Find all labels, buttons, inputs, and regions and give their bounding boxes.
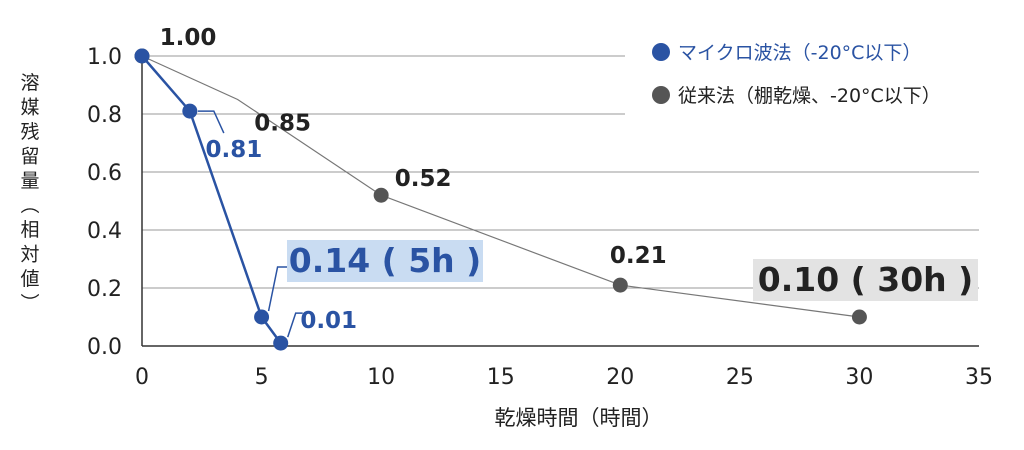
x-tick-label: 5 — [255, 365, 269, 390]
y-tick-label: 0.4 — [87, 219, 122, 244]
y-tick-label: 0.8 — [87, 103, 122, 128]
data-label: 0.52 — [395, 166, 452, 192]
legend-marker — [652, 86, 670, 104]
data-point — [273, 335, 289, 351]
callout-box — [287, 240, 483, 282]
data-point — [851, 309, 867, 325]
x-tick-label: 35 — [965, 365, 993, 390]
y-tick-label: 1.0 — [87, 45, 122, 70]
leader-line — [267, 266, 288, 312]
data-point — [254, 309, 270, 325]
x-tick-label: 25 — [726, 365, 754, 390]
legend-label: 従来法（棚乾燥、-20°C以下） — [678, 85, 941, 107]
x-tick-label: 10 — [367, 365, 395, 390]
y-axis-label-char: ） — [18, 293, 40, 312]
leader-line — [286, 312, 303, 338]
x-tick-label: 0 — [135, 365, 149, 390]
y-tick-labels: 0.0 0.2 0.4 0.6 0.8 1.0 — [87, 45, 122, 360]
data-point — [373, 187, 389, 203]
data-point — [134, 48, 150, 64]
series-line-0 — [141, 55, 282, 344]
series-layer — [134, 48, 867, 351]
data-labels: 0.81 0.01 1.00 0.85 0.52 0.21 — [160, 25, 667, 334]
y-axis-label-char: 残 — [20, 121, 39, 143]
callouts: 0.14 ( 5h ) 0.10 ( 30h ) — [287, 240, 978, 301]
data-point — [612, 277, 628, 293]
y-axis-label-char: 相 — [20, 219, 39, 241]
legend: マイクロ波法（-20°C以下） 従来法（棚乾燥、-20°C以下） — [652, 42, 941, 107]
callout-text: 0.10 ( 30h ) — [758, 260, 973, 299]
x-tick-label: 30 — [845, 365, 873, 390]
y-axis-label-char: 対 — [20, 244, 39, 266]
data-label: 0.21 — [610, 243, 667, 269]
leader-line — [197, 110, 225, 134]
legend-label: マイクロ波法（-20°C以下） — [678, 42, 921, 64]
legend-marker — [652, 43, 670, 61]
y-tick-label: 0.6 — [87, 161, 122, 186]
y-axis-label-char: （ — [18, 195, 40, 214]
data-point — [182, 103, 198, 119]
callout-text: 0.14 ( 5h ) — [289, 241, 482, 280]
leader-lines — [197, 110, 303, 338]
data-label: 1.00 — [160, 25, 217, 51]
y-axis-label-char: 媒 — [20, 97, 39, 119]
data-label: 0.85 — [254, 111, 311, 137]
data-label: 0.81 — [205, 137, 262, 163]
y-axis-label-char: 量 — [20, 170, 39, 192]
y-tick-label: 0.2 — [87, 277, 122, 302]
y-axis-label-char: 値 — [20, 268, 39, 290]
callout-box — [753, 259, 978, 301]
x-axis-label: 乾燥時間（時間） — [495, 406, 663, 430]
y-tick-label: 0.0 — [87, 335, 122, 360]
x-tick-labels: 0 5 10 15 20 25 30 35 — [135, 365, 993, 390]
x-tick-label: 15 — [487, 365, 515, 390]
y-axis-label-char: 溶 — [20, 72, 39, 94]
data-label: 0.01 — [300, 308, 357, 334]
x-tick-label: 20 — [606, 365, 634, 390]
y-axis-label-char: 留 — [20, 146, 39, 168]
